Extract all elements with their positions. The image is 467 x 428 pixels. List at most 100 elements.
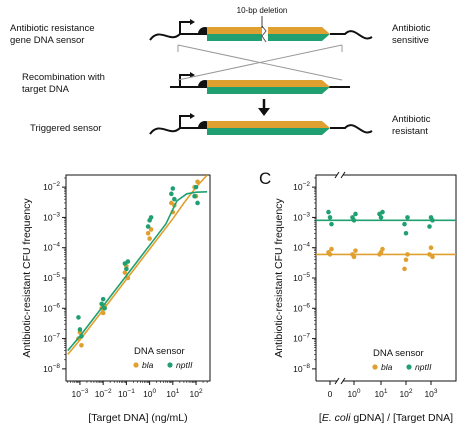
triggered-construct-dna-left <box>149 127 207 135</box>
triggered-construct-promoter-arrow <box>179 115 190 128</box>
triggered-construct <box>149 113 373 135</box>
panel-b-point-nptII <box>79 333 84 339</box>
panel-b-fit-bla <box>67 175 208 355</box>
panel-b-point-nptII <box>169 191 174 197</box>
panel-c-break-mark-0 <box>334 171 346 179</box>
panel-b-point-nptII <box>100 296 106 302</box>
panel-c-xtick-label: 103 <box>424 388 437 399</box>
panel-b-point-nptII <box>99 301 104 307</box>
target-gene-top <box>207 80 330 87</box>
panel-b-point-nptII <box>172 196 177 202</box>
panel-c-point-bla <box>403 257 409 263</box>
sensor-construct-dna-left <box>149 33 207 41</box>
panel-c-legend-label-nptII: nptII <box>415 362 432 372</box>
panel-b-xtick-label: 10−2 <box>95 388 112 399</box>
panel-c-point-bla <box>405 252 410 257</box>
panel-c-ytick-label: 10−5 <box>293 272 310 283</box>
panel-b-point-bla <box>125 275 131 281</box>
panel-c-break-mark-1 <box>334 377 346 385</box>
panel-c-point-bla <box>430 254 435 260</box>
panel-b-point-nptII <box>195 200 200 206</box>
row3-right-label-2: resistant <box>392 126 428 137</box>
panel-c-legend-title: DNA sensor <box>373 348 424 359</box>
panel-b-point-nptII <box>148 215 154 220</box>
down-arrow-head <box>258 108 270 116</box>
panel-c-point-nptII <box>326 209 331 215</box>
panel-c-point-nptII <box>403 230 409 236</box>
panel-c-point-nptII <box>329 221 334 227</box>
panel-b-ytick-label: 10−8 <box>43 363 60 374</box>
panel-c-ytick-label: 10−4 <box>293 242 310 253</box>
panel-b-point-bla <box>195 179 200 185</box>
panel-b-point-bla <box>79 343 84 348</box>
crossover-lines <box>177 44 343 81</box>
panel-c-legend-label-bla: bla <box>381 362 393 372</box>
sensor-construct-promoter-arrow <box>179 21 190 34</box>
panel-c-point-bla <box>380 246 385 252</box>
row2-left-label-2: target DNA <box>22 84 70 95</box>
panel-c-xtick-label: 101 <box>374 388 387 399</box>
panel-b-xtick-label: 100 <box>143 388 156 399</box>
panel-b-legend-title: DNA sensor <box>134 346 185 357</box>
panel-b-point-nptII <box>192 193 197 199</box>
panel-b-xtick-label: 101 <box>166 388 179 399</box>
panel-c-ytick-label: 10−8 <box>293 363 310 374</box>
panel-b-xtick-label: 10−3 <box>71 388 88 399</box>
panel-b-xlabel: [Target DNA] (ng/mL) <box>88 412 187 424</box>
panel-b-point-nptII <box>124 266 129 272</box>
panel-b-point-nptII <box>170 186 176 191</box>
panel-b-fit-nptII <box>67 191 208 352</box>
panel-b-xtick-label: 10−1 <box>118 388 135 399</box>
panel-b-ytick-label: 10−7 <box>43 333 60 344</box>
panel-c-point-bla <box>351 254 357 260</box>
panel-b-point-nptII <box>193 184 199 190</box>
panel-b-point-bla <box>145 230 151 236</box>
sensor-construct-gene-top-b <box>268 27 330 34</box>
panel-b-ytick-label: 10−6 <box>43 302 60 313</box>
panel-c-legend-marker-nptII <box>406 364 412 370</box>
panel-b-point-bla <box>122 270 128 275</box>
sensor-construct-gene-top-a <box>207 27 262 34</box>
row3-right-label-1: Antibiotic <box>392 114 431 125</box>
row1-right-label-1: Antibiotic <box>392 23 431 34</box>
sensor-construct <box>149 19 373 43</box>
panel-c-frame <box>315 174 457 382</box>
panel-c-break-gap-1 <box>337 378 343 384</box>
panel-c-point-nptII <box>430 218 435 223</box>
panel-c-point-nptII <box>327 215 333 220</box>
panel-c-point-nptII <box>380 209 385 215</box>
panel-c-point-nptII <box>427 224 432 229</box>
panel-c-point-bla <box>402 266 407 272</box>
triggered-construct-dna-right <box>330 124 373 134</box>
panel-b-legend-marker-bla <box>133 362 139 368</box>
panel-b-legend-label-bla: bla <box>142 360 154 370</box>
panel-b-point-bla <box>100 310 106 316</box>
panel-b-ylabel: Antibiotic-resistant CFU frequency <box>21 198 33 358</box>
panel-c-xtick-label: 0 <box>328 389 333 399</box>
panel-c-point-nptII <box>378 215 384 220</box>
sensor-construct-deletion-mark <box>261 25 267 43</box>
row3-left-label: Triggered sensor <box>30 123 101 134</box>
panel-b-ytick-label: 10−2 <box>43 181 60 192</box>
panel-b-point-nptII <box>76 315 81 320</box>
panel-c-ytick-label: 10−3 <box>293 211 310 222</box>
panel-c-legend-marker-bla <box>372 364 378 370</box>
panel-c-point-bla <box>353 248 358 253</box>
triggered-construct-promoter-head <box>190 113 195 119</box>
crossover-ticks <box>177 45 343 52</box>
target-promoter-arrow <box>179 74 190 87</box>
target-promoter-head <box>190 72 195 78</box>
panel-c-point-bla <box>428 245 434 251</box>
panel-b-ytick-label: 10−3 <box>43 211 60 222</box>
panel-c-ytick-label: 10−6 <box>293 302 310 313</box>
panel-b-xtick-label: 102 <box>190 388 203 399</box>
panel-c-point-nptII <box>353 211 358 217</box>
sensor-construct-gene-bottom-b <box>268 34 330 41</box>
panel-b-point-bla <box>148 227 154 232</box>
panel-c-xtick-label: 102 <box>399 388 412 399</box>
triggered-construct-gene-bottom <box>207 128 330 135</box>
panel-c-ytick-label: 10−2 <box>293 181 310 192</box>
panel-b-point-nptII <box>102 305 107 311</box>
sensor-construct-promoter-head <box>190 19 195 25</box>
panel-b-ytick-label: 10−4 <box>43 242 60 253</box>
